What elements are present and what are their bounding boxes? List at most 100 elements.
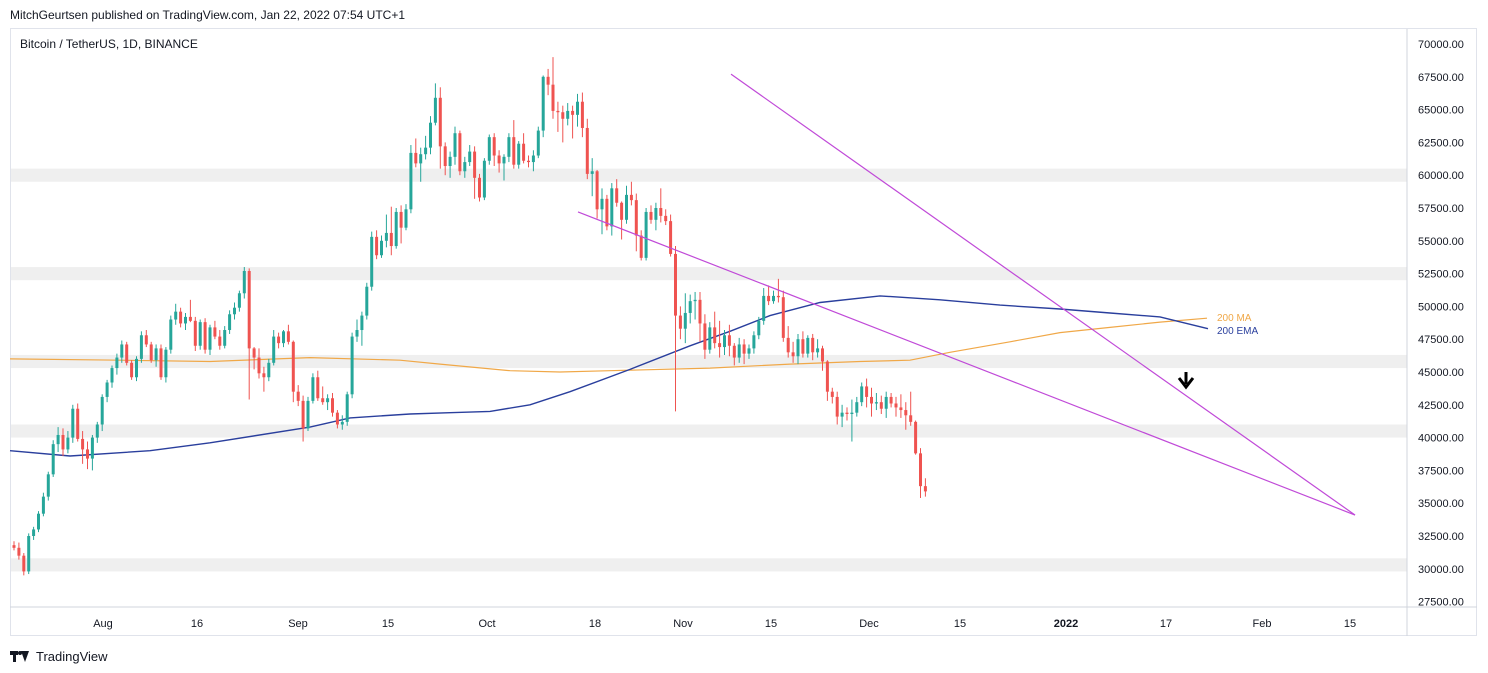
symbol-legend: Bitcoin / TetherUS, 1D, BINANCE (20, 37, 198, 51)
candle (380, 235, 383, 258)
candle-body (825, 361, 829, 392)
candle-body (634, 200, 638, 236)
candle (198, 319, 202, 350)
candle-body (497, 155, 501, 164)
candle-body (384, 232, 388, 241)
candle-body (473, 151, 477, 178)
candle (855, 396, 859, 417)
candle-body (433, 97, 437, 123)
candle-body (120, 344, 124, 358)
time-tick-label: Sep (288, 618, 308, 630)
candle (737, 337, 741, 363)
candle-body (414, 152, 418, 164)
candle-body (463, 162, 467, 172)
candle-body (404, 209, 408, 228)
candle-body (889, 396, 893, 404)
candle-body (115, 357, 119, 369)
candle (757, 316, 761, 340)
candle-body (164, 349, 168, 378)
candle-body (296, 391, 300, 401)
price-tick-label: 42500.00 (1418, 400, 1464, 412)
candle (438, 87, 442, 169)
candle-body (664, 215, 668, 222)
candle (389, 206, 393, 256)
candle-body (267, 362, 271, 378)
candle (17, 542, 21, 560)
candle-body (66, 437, 70, 450)
candle-body (482, 160, 486, 198)
candle-body (615, 188, 619, 203)
candle (27, 533, 31, 575)
candle-body (605, 198, 609, 227)
candle-body (213, 327, 217, 337)
candle (850, 399, 854, 442)
candle-body (198, 322, 202, 346)
candle-body (233, 307, 236, 315)
candle-body (835, 396, 839, 417)
candle (61, 428, 65, 456)
down-arrow-icon (1177, 372, 1195, 390)
candle (286, 324, 290, 345)
candle-body (830, 391, 834, 397)
price-tick-label: 45000.00 (1418, 367, 1464, 379)
candle (664, 209, 668, 226)
candle-body (350, 336, 354, 395)
candle (95, 421, 99, 443)
candle (767, 285, 771, 306)
candle-body (291, 341, 295, 392)
candle-body (796, 339, 800, 357)
candle-body (458, 133, 462, 172)
candle (277, 332, 281, 349)
candle (468, 145, 472, 167)
arrow-head (1177, 377, 1195, 390)
price-zone (11, 424, 1407, 438)
candle (76, 403, 80, 442)
candle-body (277, 336, 281, 344)
candle (228, 310, 232, 334)
candle-body (399, 211, 403, 228)
candle (561, 105, 565, 143)
support-resistance-zones (11, 168, 1407, 572)
candle (311, 373, 315, 404)
candle-body (713, 327, 717, 344)
price-tick-label: 65000.00 (1418, 105, 1464, 117)
candle-body (179, 311, 183, 324)
candle (267, 358, 271, 382)
ema200-line (9, 295, 1209, 457)
candle (522, 133, 526, 164)
candle-body (914, 421, 918, 454)
candle-body (149, 344, 153, 361)
candle (541, 75, 545, 138)
candle-body (340, 421, 344, 425)
candle (821, 345, 824, 371)
candle (110, 365, 114, 388)
candle (51, 440, 55, 477)
candle (688, 294, 692, 324)
candle (914, 420, 918, 455)
tradingview-logo-icon (10, 649, 30, 663)
candle (674, 246, 677, 412)
candle-body (188, 316, 192, 321)
time-tick-label: 15 (765, 618, 777, 630)
time-tick-label: Dec (859, 618, 879, 630)
candle (600, 188, 604, 235)
candle-body (870, 396, 873, 404)
candle-body (727, 335, 731, 346)
candle-body (203, 322, 207, 350)
candle (703, 314, 707, 359)
price-tick-label: 37500.00 (1418, 465, 1464, 477)
candle-body (742, 344, 746, 354)
candle (262, 366, 266, 392)
candle-body (620, 202, 624, 220)
candle-body (610, 188, 614, 227)
candle-body (850, 412, 854, 414)
candle (404, 204, 408, 231)
candle-body (654, 208, 658, 220)
chart-frame (10, 28, 1477, 636)
axis-lines (10, 29, 1477, 636)
candle-body (723, 335, 726, 348)
candle-body (56, 434, 60, 445)
candle (237, 290, 241, 312)
candle (580, 92, 584, 138)
